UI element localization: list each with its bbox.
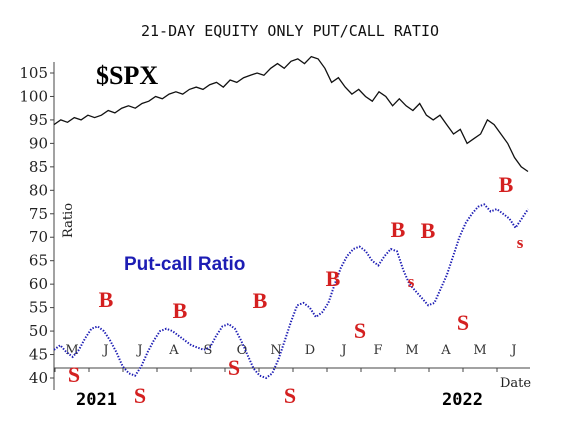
put-call-ratio-series-label: Put-call Ratio <box>124 254 245 275</box>
y-axis-ticks: 40 45 50 55 60 65 70 75 80 85 90 95 100 105 <box>19 64 54 387</box>
x-tick-label: M <box>405 343 418 358</box>
y-tick-label: 90 <box>29 134 48 152</box>
x-tick-label: F <box>373 343 382 358</box>
y-tick-label: 55 <box>29 299 48 317</box>
x-tick-label: S <box>204 343 213 358</box>
sell-signal-label: S <box>228 355 240 380</box>
x-axis-title: Date <box>500 376 531 391</box>
y-tick-label: 100 <box>19 87 48 105</box>
put-call-ratio-series-line <box>53 203 529 380</box>
y-tick-label: 105 <box>19 64 48 82</box>
x-tick-label: J <box>509 343 516 358</box>
buy-signal-label: B <box>173 298 188 323</box>
buy-signal-label: B <box>99 287 114 312</box>
y-tick-label: 65 <box>29 252 48 270</box>
x-tick-label: J <box>339 343 346 358</box>
buy-signal-label: B <box>421 218 436 243</box>
x-tick-label: A <box>168 343 179 358</box>
chart-title: 21-DAY EQUITY ONLY PUT/CALL RATIO <box>141 22 439 40</box>
sell-signal-label: S <box>354 318 366 343</box>
year-label-2021: 2021 <box>76 390 117 410</box>
y-tick-label: 75 <box>29 205 48 223</box>
y-tick-label: 50 <box>29 322 48 340</box>
buy-signal-label: B <box>326 266 341 291</box>
y-tick-label: 80 <box>29 181 48 199</box>
y-tick-label: 40 <box>29 369 48 387</box>
x-tick-label: N <box>270 343 281 358</box>
spx-series-label: $SPX <box>96 61 158 90</box>
sell-signal-label: S <box>457 310 469 335</box>
y-tick-label: 60 <box>29 275 48 293</box>
x-tick-label: D <box>305 343 315 358</box>
sell-signal-label: S <box>134 383 146 408</box>
sell-signal-label: s <box>517 233 524 252</box>
y-tick-label: 95 <box>29 111 48 129</box>
y-axis-title: Ratio <box>61 203 76 238</box>
x-tick-label: A <box>440 343 451 358</box>
y-tick-label: 70 <box>29 228 48 246</box>
x-tick-label: J <box>101 343 108 358</box>
buy-signal-label: B <box>499 172 514 197</box>
buy-sell-signals: S B S B S B S B S Bs B S Bs <box>68 172 524 408</box>
buy-signal-label: B <box>253 288 268 313</box>
buy-signal-label: B <box>391 217 406 242</box>
x-tick-label: J <box>135 343 142 358</box>
sell-signal-label: S <box>284 383 296 408</box>
x-tick-label: O <box>237 343 248 358</box>
x-tick-label: M <box>473 343 486 358</box>
y-tick-label: 85 <box>29 158 48 176</box>
y-tick-label: 45 <box>29 346 48 364</box>
sell-signal-label: s <box>408 272 415 291</box>
sell-signal-label: S <box>68 362 80 387</box>
year-label-2022: 2022 <box>442 390 483 410</box>
x-tick-label: M <box>65 343 78 358</box>
spx-series-line <box>53 55 529 173</box>
